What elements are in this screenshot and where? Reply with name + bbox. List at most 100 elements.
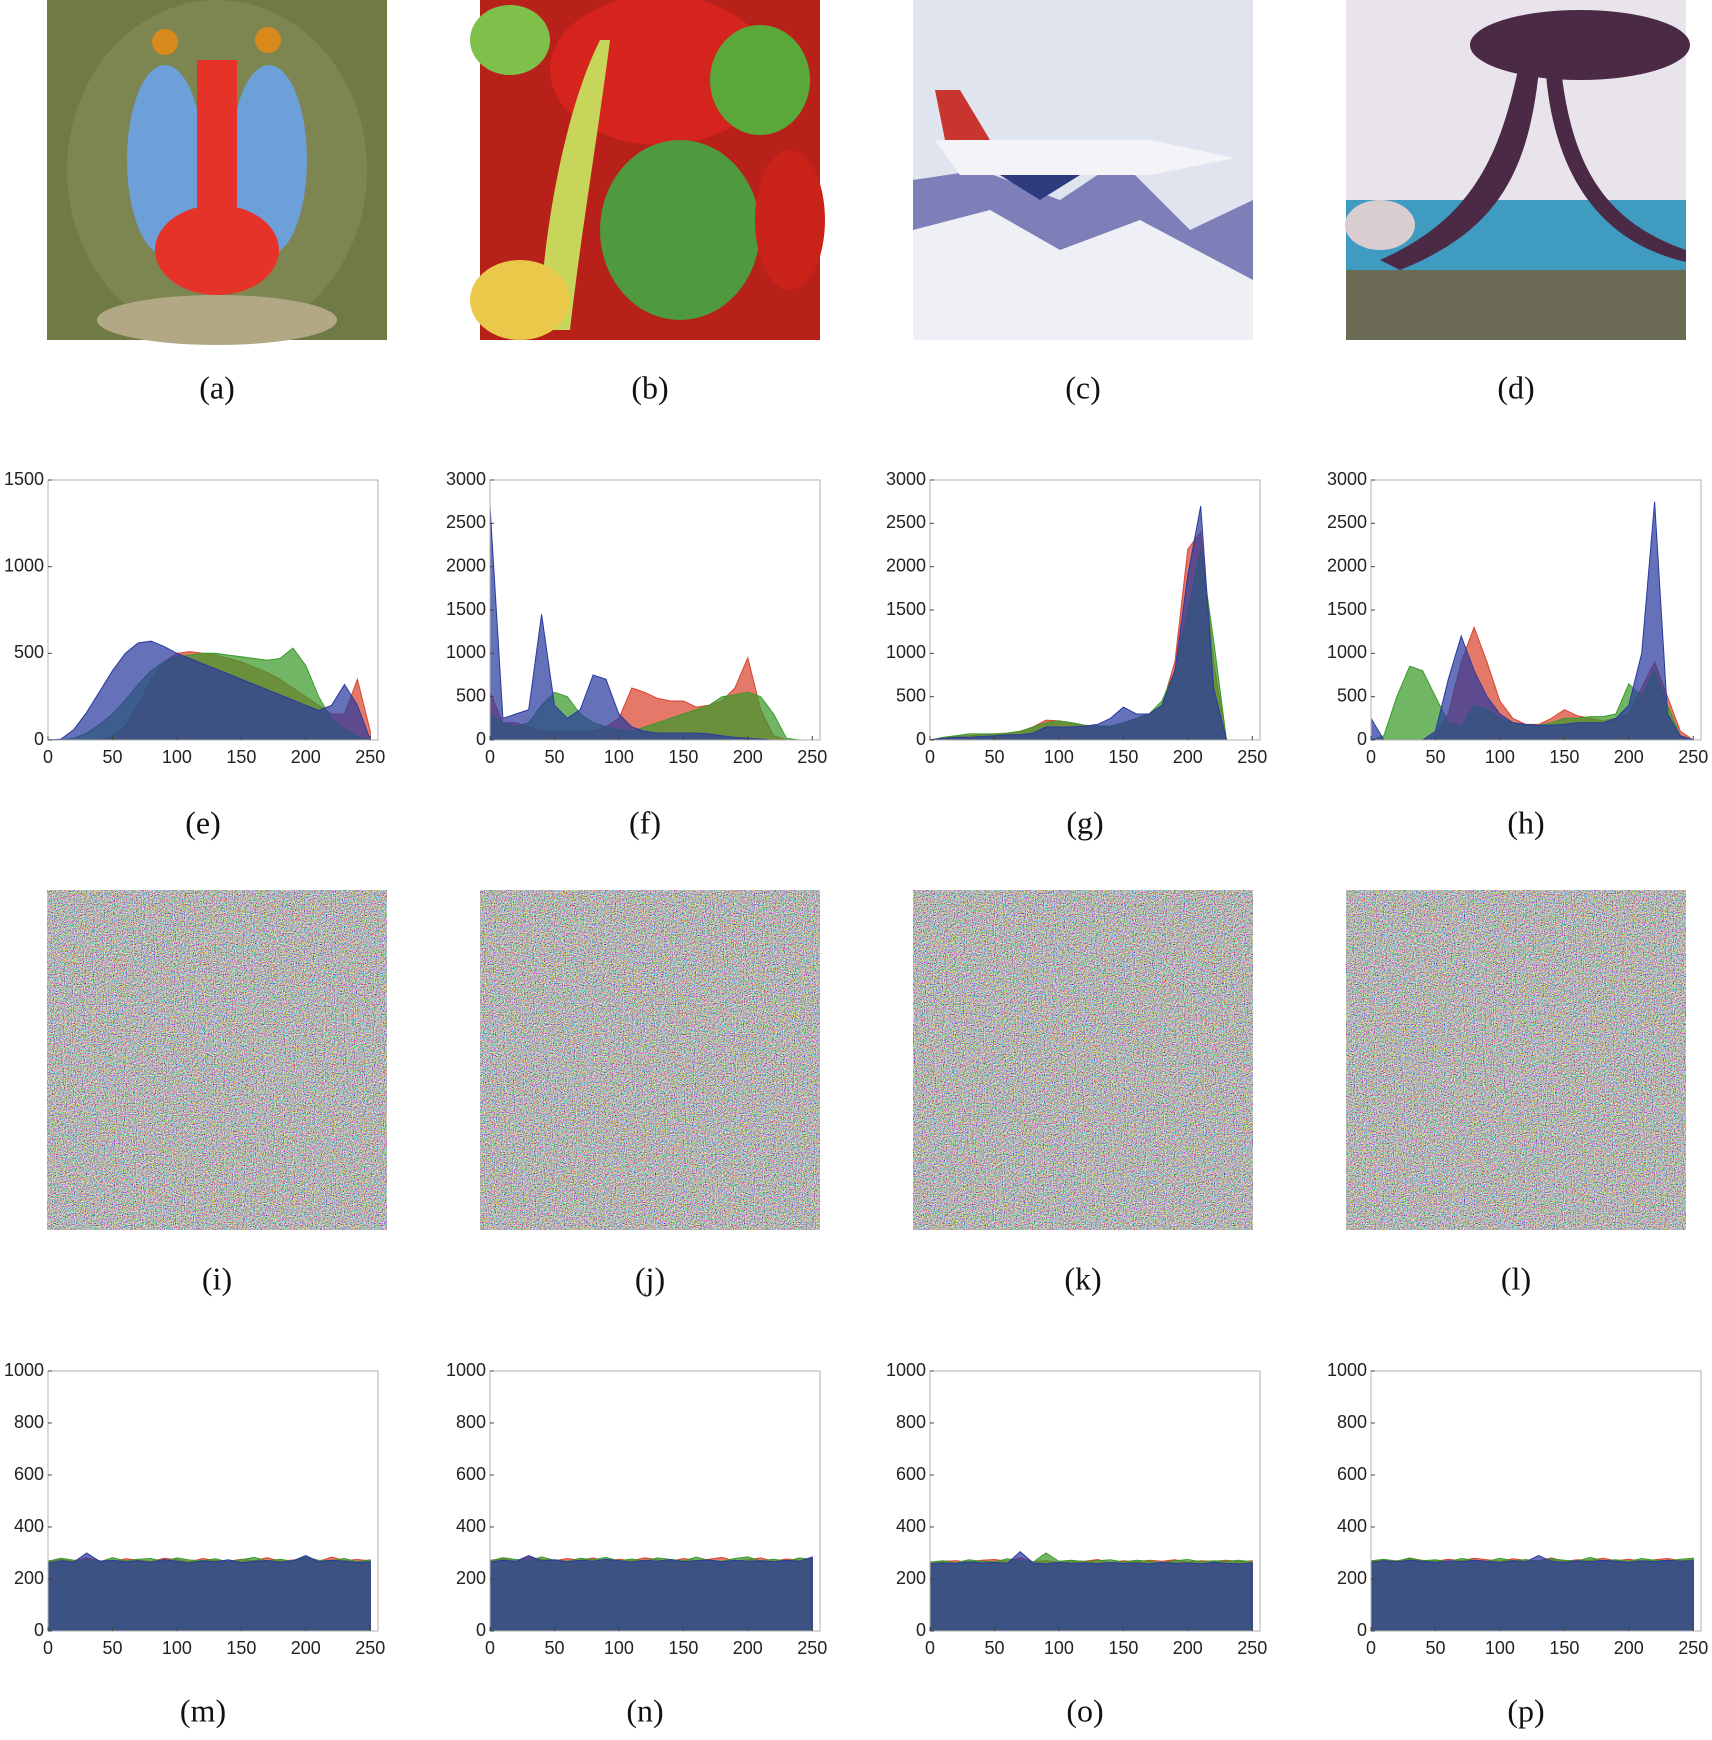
y-tick-label: 200 bbox=[14, 1568, 44, 1588]
x-tick-label: 100 bbox=[162, 1638, 192, 1658]
histogram-chart: 0 200 400 600 800 1000 0 50 100 150 200 250 (p) bbox=[1327, 1360, 1708, 1729]
x-tick-label: 250 bbox=[1678, 747, 1708, 767]
x-tick-label: 50 bbox=[102, 1638, 122, 1658]
histogram-area bbox=[1370, 1555, 1694, 1632]
chart-caption: (h) bbox=[1507, 804, 1544, 840]
y-tick-label: 1000 bbox=[1327, 1360, 1367, 1380]
y-tick-label: 2000 bbox=[886, 555, 926, 575]
y-tick-label: 500 bbox=[14, 642, 44, 662]
x-tick-label: 100 bbox=[162, 747, 192, 767]
y-tick-label: 400 bbox=[14, 1516, 44, 1536]
y-tick-label: 800 bbox=[456, 1412, 486, 1432]
tree-image bbox=[1345, 0, 1690, 340]
x-tick-label: 250 bbox=[1678, 1638, 1708, 1658]
y-tick-label: 0 bbox=[34, 729, 44, 749]
x-tick-label: 150 bbox=[1108, 747, 1138, 767]
x-tick-label: 250 bbox=[355, 747, 385, 767]
x-tick-label: 100 bbox=[1044, 747, 1074, 767]
y-tick-label: 0 bbox=[476, 1620, 486, 1640]
axes-box bbox=[47, 479, 379, 741]
x-tick-label: 250 bbox=[797, 1638, 827, 1658]
y-tick-label: 400 bbox=[456, 1516, 486, 1536]
x-tick-label: 50 bbox=[544, 1638, 564, 1658]
histogram-area bbox=[929, 1551, 1253, 1632]
y-tick-label: 200 bbox=[456, 1568, 486, 1588]
image-caption: (b) bbox=[631, 369, 668, 405]
x-tick-label: 200 bbox=[291, 747, 321, 767]
x-tick-label: 250 bbox=[355, 1638, 385, 1658]
x-tick-label: 150 bbox=[226, 747, 256, 767]
histogram-chart: 0 200 400 600 800 1000 0 50 100 150 200 250 (m) bbox=[4, 1360, 385, 1729]
encrypted-image bbox=[1346, 890, 1686, 1230]
x-tick-label: 200 bbox=[291, 1638, 321, 1658]
y-tick-label: 1000 bbox=[4, 1360, 44, 1380]
x-tick-label: 100 bbox=[1485, 747, 1515, 767]
axes-box bbox=[1370, 1370, 1702, 1632]
y-tick-label: 1500 bbox=[1327, 599, 1367, 619]
y-tick-label: 200 bbox=[1337, 1568, 1367, 1588]
y-tick-label: 1000 bbox=[446, 642, 486, 662]
y-tick-label: 800 bbox=[14, 1412, 44, 1432]
y-tick-label: 800 bbox=[1337, 1412, 1367, 1432]
x-tick-label: 50 bbox=[1425, 747, 1445, 767]
y-tick-label: 3000 bbox=[886, 469, 926, 489]
y-tick-label: 0 bbox=[1357, 729, 1367, 749]
x-tick-label: 0 bbox=[925, 1638, 935, 1658]
x-tick-label: 0 bbox=[925, 747, 935, 767]
x-tick-label: 100 bbox=[1485, 1638, 1515, 1658]
x-tick-label: 100 bbox=[604, 1638, 634, 1658]
encrypted-image bbox=[913, 890, 1253, 1230]
x-tick-label: 200 bbox=[733, 747, 763, 767]
y-tick-label: 600 bbox=[14, 1464, 44, 1484]
histogram-chart: 0 500 1000 1500 2000 2500 3000 0 50 100 150 200 250 (… bbox=[446, 469, 827, 841]
histogram-area bbox=[47, 640, 372, 741]
chart-caption: (e) bbox=[185, 804, 221, 840]
x-tick-label: 150 bbox=[226, 1638, 256, 1658]
y-tick-label: 2500 bbox=[446, 512, 486, 532]
peppers-image bbox=[470, 0, 825, 340]
x-tick-label: 0 bbox=[43, 747, 53, 767]
y-tick-label: 200 bbox=[896, 1568, 926, 1588]
x-tick-label: 150 bbox=[1108, 1638, 1138, 1658]
x-tick-label: 200 bbox=[1614, 1638, 1644, 1658]
y-tick-label: 0 bbox=[34, 1620, 44, 1640]
x-tick-label: 150 bbox=[668, 747, 698, 767]
chart-caption: (o) bbox=[1066, 1692, 1103, 1728]
x-tick-label: 0 bbox=[1366, 1638, 1376, 1658]
histogram-chart: 0 500 1000 1500 2000 2500 3000 0 50 100 150 200 250 (… bbox=[886, 469, 1267, 841]
y-tick-label: 2000 bbox=[446, 555, 486, 575]
airplane-image bbox=[913, 0, 1253, 340]
histogram-chart: 0 200 400 600 800 1000 0 50 100 150 200 250 (n) bbox=[446, 1360, 827, 1729]
x-tick-label: 250 bbox=[1237, 747, 1267, 767]
y-tick-label: 1000 bbox=[4, 555, 44, 575]
x-tick-label: 150 bbox=[668, 1638, 698, 1658]
axes-box bbox=[489, 1370, 821, 1632]
image-caption: (d) bbox=[1497, 369, 1534, 405]
x-tick-label: 100 bbox=[604, 747, 634, 767]
y-tick-label: 1000 bbox=[446, 1360, 486, 1380]
histogram-area bbox=[47, 1552, 371, 1632]
y-tick-label: 500 bbox=[896, 685, 926, 705]
y-tick-label: 600 bbox=[1337, 1464, 1367, 1484]
chart-caption: (m) bbox=[180, 1692, 226, 1728]
y-tick-label: 2500 bbox=[1327, 512, 1367, 532]
y-tick-label: 400 bbox=[1337, 1516, 1367, 1536]
y-tick-label: 1000 bbox=[886, 642, 926, 662]
y-tick-label: 0 bbox=[916, 1620, 926, 1640]
y-tick-label: 2500 bbox=[886, 512, 926, 532]
y-tick-label: 0 bbox=[476, 729, 486, 749]
y-tick-label: 1500 bbox=[4, 469, 44, 489]
y-tick-label: 1000 bbox=[886, 1360, 926, 1380]
x-tick-label: 100 bbox=[1044, 1638, 1074, 1658]
x-tick-label: 200 bbox=[733, 1638, 763, 1658]
x-tick-label: 50 bbox=[544, 747, 564, 767]
chart-caption: (f) bbox=[629, 804, 661, 840]
x-tick-label: 50 bbox=[102, 747, 122, 767]
x-tick-label: 250 bbox=[797, 747, 827, 767]
chart-caption: (p) bbox=[1507, 1692, 1544, 1728]
y-tick-label: 0 bbox=[1357, 1620, 1367, 1640]
image-caption: (k) bbox=[1064, 1260, 1101, 1296]
histogram-chart: 0 500 1000 1500 2000 2500 3000 0 50 100 150 200 250 (… bbox=[1327, 469, 1708, 841]
chart-caption: (n) bbox=[626, 1692, 663, 1728]
